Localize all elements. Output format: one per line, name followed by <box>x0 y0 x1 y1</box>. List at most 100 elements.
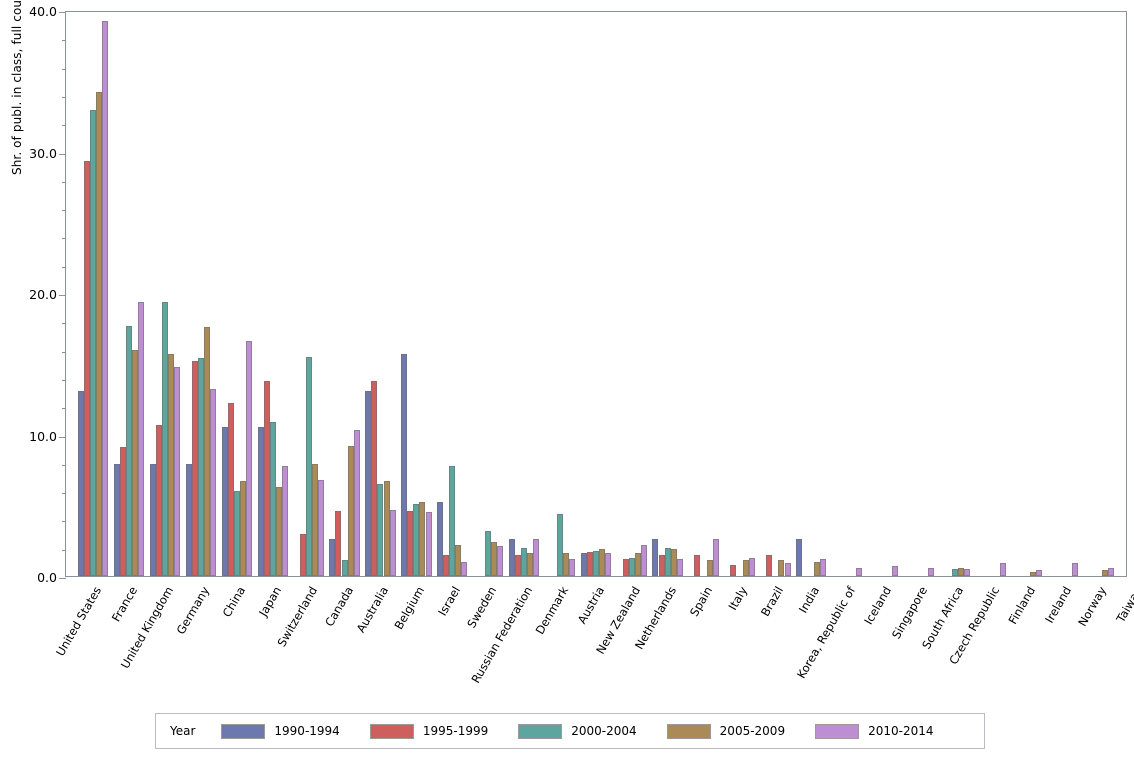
x-axis-label-text: Sweden <box>464 584 500 631</box>
bar <box>138 301 145 576</box>
bar <box>563 553 570 576</box>
bar <box>204 326 211 576</box>
y-tick-minor <box>62 549 66 551</box>
x-axis-label-text: Iceland <box>861 584 895 628</box>
bar <box>658 554 665 576</box>
y-tick-label: 30.0 <box>29 145 57 161</box>
bar <box>210 389 217 576</box>
bar <box>365 390 372 576</box>
bar <box>491 542 498 576</box>
bar <box>706 560 713 576</box>
bar <box>892 566 899 576</box>
bar <box>335 510 342 576</box>
bar <box>964 568 971 576</box>
bar <box>78 390 85 576</box>
bar <box>784 563 791 576</box>
y-tick-minor <box>62 96 66 98</box>
bar <box>856 567 863 576</box>
bar <box>377 484 384 576</box>
bar <box>586 551 593 576</box>
bar <box>569 559 576 576</box>
legend-title: Year <box>170 724 196 738</box>
bar <box>317 479 324 576</box>
legend-swatch <box>369 723 414 739</box>
bar <box>341 560 348 576</box>
bar <box>263 380 270 576</box>
bar <box>1101 570 1108 576</box>
bar <box>197 358 204 576</box>
y-tick-mark <box>59 12 66 13</box>
bar <box>401 353 408 576</box>
legend-label: 1995-1999 <box>422 724 489 738</box>
bar <box>90 110 97 576</box>
bar <box>305 356 312 576</box>
legend-entry[interactable]: 1990-1994 <box>221 723 340 739</box>
x-axis-label-text: India <box>796 584 823 616</box>
bar <box>281 465 288 576</box>
bar <box>622 559 629 576</box>
y-tick-minor <box>62 521 66 523</box>
y-tick-minor <box>62 351 66 353</box>
legend-swatch <box>666 723 711 739</box>
legend-label: 2010-2014 <box>868 724 934 738</box>
bar <box>670 549 677 576</box>
y-tick-minor <box>62 493 66 495</box>
bar <box>820 559 827 576</box>
bar <box>168 353 175 576</box>
bar <box>951 568 958 576</box>
y-tick-minor <box>62 379 66 381</box>
bar <box>527 553 534 576</box>
bar <box>605 553 612 576</box>
y-tick-minor <box>62 40 66 42</box>
legend-entry[interactable]: 2000-2004 <box>518 723 637 739</box>
bar <box>796 539 803 576</box>
y-tick-label: 0.0 <box>37 570 57 585</box>
bar <box>84 161 91 576</box>
y-tick-minor <box>62 408 66 410</box>
bar <box>521 547 528 576</box>
bar <box>712 539 719 576</box>
bar <box>96 92 103 576</box>
bar <box>174 366 181 576</box>
bar <box>102 21 109 576</box>
bar <box>275 486 282 576</box>
y-tick-minor <box>62 68 66 70</box>
x-axis-label-text: Italy <box>725 584 751 613</box>
bar <box>311 464 318 576</box>
bar <box>113 464 120 576</box>
x-axis-label-text: Brazil <box>758 584 787 619</box>
legend-label: 2000-2004 <box>571 724 637 738</box>
x-axis-label-text: Belgium <box>391 584 428 632</box>
legend-entry[interactable]: 2010-2014 <box>815 723 934 739</box>
bar <box>389 509 396 576</box>
bar <box>299 533 306 576</box>
x-axis-label-text: Austria <box>574 584 607 627</box>
bar <box>257 427 264 576</box>
x-axis-label-text: Germany <box>173 584 213 637</box>
bar <box>766 554 773 576</box>
bar <box>694 554 701 576</box>
x-axis-label-text: France <box>109 584 141 625</box>
legend-entry[interactable]: 2005-2009 <box>666 723 785 739</box>
bar <box>742 560 749 576</box>
y-tick-minor <box>62 266 66 268</box>
y-tick-mark <box>59 153 66 155</box>
x-axis-label-text: Spain <box>686 584 715 619</box>
y-tick-minor <box>62 323 66 325</box>
bar <box>191 360 198 576</box>
bar <box>533 539 540 576</box>
legend-swatch <box>815 723 860 739</box>
y-tick-minor <box>62 125 66 127</box>
y-tick-minor <box>62 181 66 183</box>
bar <box>1035 570 1042 576</box>
y-tick-mark <box>59 436 66 438</box>
bar <box>928 567 935 576</box>
legend-label: 1990-1994 <box>274 724 340 738</box>
bar <box>443 554 450 576</box>
bar <box>413 503 420 576</box>
legend-entry[interactable]: 1995-1999 <box>369 723 489 739</box>
bar <box>407 510 414 576</box>
bar <box>246 341 253 576</box>
bar <box>556 513 563 576</box>
